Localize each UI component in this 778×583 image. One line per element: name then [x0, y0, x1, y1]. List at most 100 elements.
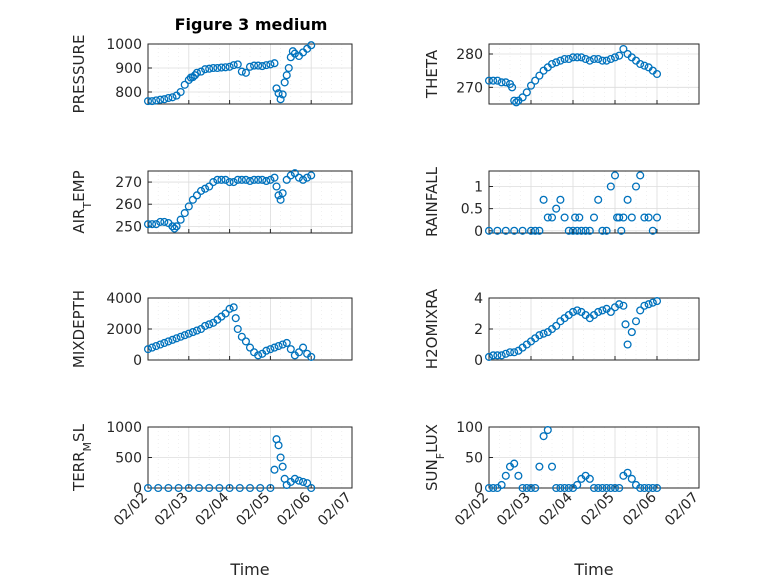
data-point: [180, 209, 189, 218]
x-tick-label: 02/05: [578, 490, 618, 530]
data-point: [505, 348, 515, 357]
data-point: [209, 63, 218, 73]
chart-panel-6: 0 2 4 H2OMIXRA: [423, 288, 700, 369]
data-point: [184, 329, 193, 338]
data-point: [148, 220, 157, 229]
data-point: [518, 93, 527, 102]
y-tick-label: 280: [456, 47, 483, 63]
data-point: [648, 483, 657, 493]
data-point: [180, 331, 189, 340]
data-point: [543, 213, 552, 222]
data-point: [164, 93, 173, 103]
data-point: [585, 226, 594, 235]
x-axis-label: Time: [573, 560, 613, 579]
data-point: [241, 337, 250, 346]
y-tick-label: 1000: [106, 420, 142, 436]
data-point: [568, 307, 578, 317]
data-point: [282, 338, 291, 348]
data-point: [489, 351, 498, 360]
y-axis-label: SUNFLUX: [423, 424, 447, 491]
data-point: [143, 483, 153, 493]
data-point: [535, 331, 544, 340]
data-point: [484, 352, 494, 361]
data-point: [640, 301, 649, 310]
data-point: [623, 468, 632, 477]
data-point: [168, 93, 177, 102]
data-point: [640, 213, 649, 222]
axes-frame: [488, 43, 700, 105]
data-point: [652, 297, 662, 306]
data-point: [510, 348, 519, 357]
data-point: [489, 483, 498, 493]
data-point: [254, 175, 263, 184]
data-point: [274, 191, 283, 200]
data-point: [594, 483, 603, 493]
data-point: [160, 217, 169, 226]
x-tick-label: 02/04: [193, 489, 233, 529]
data-point: [215, 483, 224, 493]
data-point: [636, 306, 645, 315]
data-point: [615, 213, 624, 222]
data-point: [619, 44, 628, 54]
data-point: [535, 71, 544, 80]
data-point: [205, 64, 214, 73]
data-point: [266, 175, 275, 184]
data-point: [225, 178, 234, 187]
data-point: [547, 462, 557, 471]
data-point: [221, 63, 230, 72]
figure-title: Figure 3 medium: [175, 15, 328, 34]
data-point: [552, 58, 561, 67]
data-point: [152, 220, 161, 229]
data-point: [241, 68, 250, 77]
axes-frame: [488, 297, 700, 361]
chart-panel-7: 0 500 1000 02/02 02/03 02/04 02/05 02/06 02/07 Ti…: [70, 420, 355, 579]
data-point: [188, 73, 197, 82]
data-point: [188, 328, 197, 337]
data-point: [552, 483, 561, 493]
data-point: [282, 71, 291, 80]
data-point: [307, 352, 316, 361]
data-point: [623, 340, 632, 349]
data-point: [233, 60, 242, 69]
data-point: [286, 171, 295, 180]
data-point: [531, 226, 540, 235]
y-tick-label: 0: [474, 481, 483, 497]
data-point: [640, 61, 649, 70]
x-tick-label: 02/02: [452, 490, 492, 530]
data-point: [184, 202, 193, 211]
y-tick-label: 1: [474, 180, 483, 196]
data-point: [615, 51, 624, 60]
data-point: [531, 76, 540, 85]
data-point: [526, 483, 536, 493]
y-axis-label: RAINFALL: [423, 166, 441, 237]
data-point: [245, 483, 255, 493]
data-point: [294, 348, 304, 357]
data-point: [156, 95, 165, 104]
data-point: [282, 175, 291, 184]
data-point: [143, 97, 153, 106]
data-point: [266, 345, 275, 354]
data-point: [307, 171, 316, 180]
data-point: [564, 54, 573, 64]
data-point: [501, 349, 510, 358]
data-point: [610, 171, 620, 180]
data-point: [636, 59, 645, 69]
y-tick-label: 260: [115, 197, 142, 213]
data-point: [560, 54, 569, 64]
data-point: [585, 474, 594, 483]
data-point: [619, 301, 628, 310]
data-point: [143, 220, 153, 229]
data-point: [589, 54, 599, 64]
data-point: [556, 56, 565, 65]
data-point: [510, 226, 519, 235]
data-point: [298, 343, 308, 352]
data-point: [225, 304, 234, 313]
data-point: [270, 173, 279, 182]
data-point: [192, 326, 202, 335]
data-point: [170, 224, 179, 233]
y-tick-label: 50: [465, 451, 483, 467]
data-point: [156, 340, 165, 349]
y-tick-label: 100: [456, 420, 483, 436]
data-point: [531, 483, 540, 493]
